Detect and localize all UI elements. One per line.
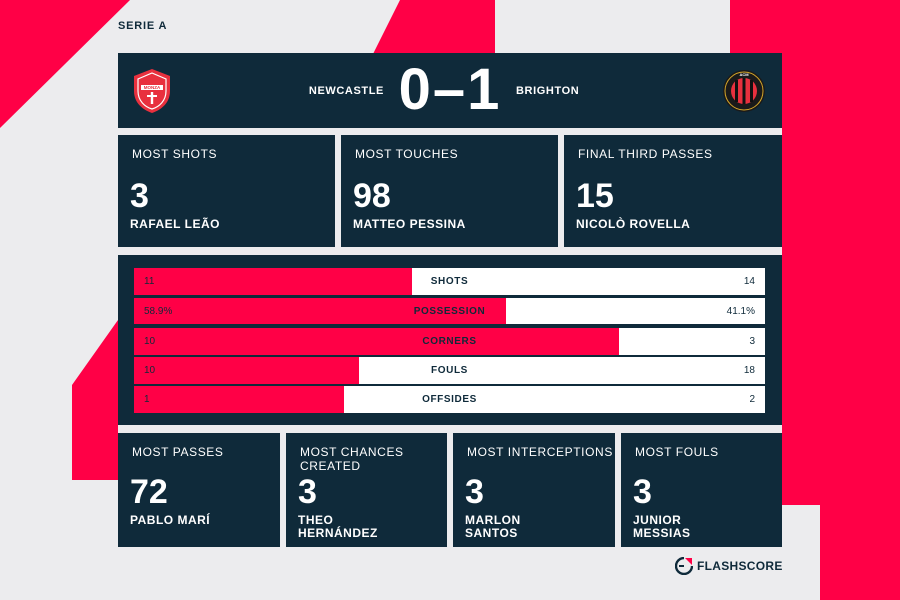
comparison-row-offsides: 1 OFFSIDES 2 [134,386,765,413]
stat-card-player: MARLON SANTOS [465,513,521,540]
stat-card-player: JUNIOR MESSIAS [633,513,691,540]
match-score: 0–1 [398,57,502,122]
stat-card-most-touches: MOST TOUCHES 98 MATTEO PESSINA [341,135,558,247]
stat-card-player: NICOLÒ ROVELLA [576,217,691,231]
comparison-right-value: 3 [749,336,755,347]
stat-card-value: 3 [633,473,652,511]
comparison-left-value: 11 [144,276,155,287]
stat-card-player: MATTEO PESSINA [353,217,466,231]
stat-card-value: 3 [298,473,317,511]
stat-card-value: 3 [130,177,149,215]
comparison-bar-fill [134,386,345,413]
flashscore-brand-name: FLASHSCORE [697,559,783,573]
stat-card-most-fouls: MOST FOULS 3 JUNIOR MESSIAS [621,433,782,547]
stat-card-title: MOST TOUCHES [355,147,459,161]
monza-crest-icon: MONZA [134,69,170,113]
flashscore-logo-icon [675,557,693,575]
comparison-right-value: 2 [749,394,755,405]
comparison-left-value: 58.9% [144,305,173,317]
stat-card-value: 15 [576,177,614,215]
ac-milan-crest-icon: ACM [723,70,765,112]
comparison-label: CORNERS [422,336,477,347]
stat-card-player: RAFAEL LEÃO [130,217,220,231]
stat-card-title: MOST SHOTS [132,147,218,161]
match-header: MONZA NEWCASTLE 0–1 BRIGHTON ACM [118,53,782,128]
comparison-label: FOULS [431,365,468,376]
stat-card-title: MOST CHANCES CREATED [300,445,404,473]
league-label: SERIE A [118,20,168,32]
home-crest-text: MONZA [144,85,161,90]
comparison-bar-fill [134,357,360,384]
stat-card-value: 98 [353,177,391,215]
stat-card-player: THEO HERNÁNDEZ [298,513,378,540]
comparison-bar-fill [134,298,506,324]
stat-card-most-chances-created: MOST CHANCES CREATED 3 THEO HERNÁNDEZ [286,433,447,547]
comparison-row-corners: 10 CORNERS 3 [134,328,765,355]
away-team-name: BRIGHTON [516,85,580,97]
home-team-name: NEWCASTLE [308,85,384,97]
stat-card-title: MOST FOULS [635,445,719,459]
stat-card-final-third-passes: FINAL THIRD PASSES 15 NICOLÒ ROVELLA [564,135,782,247]
comparison-label: SHOTS [430,276,469,287]
comparison-label: POSSESSION [413,305,486,317]
comparison-left-value: 10 [144,365,156,376]
comparison-bar-fill [134,328,620,355]
stat-card-most-passes: MOST PASSES 72 PABLO MARÍ [118,433,280,547]
stat-card-value: 3 [465,473,484,511]
comparison-right-value: 14 [743,276,755,287]
comparison-right-value: 41.1% [726,305,755,317]
comparison-row-shots: 11 SHOTS 14 [134,268,765,295]
comparison-bar-fill [134,268,412,295]
stat-card-player: PABLO MARÍ [130,513,211,527]
stat-card-title: MOST INTERCEPTIONS [467,445,613,459]
stat-card-most-interceptions: MOST INTERCEPTIONS 3 MARLON SANTOS [453,433,615,547]
flashscore-brand: FLASHSCORE [675,556,783,576]
away-crest-text: ACM [739,72,749,77]
stat-card-title: MOST PASSES [132,445,224,459]
comparison-panel: 11 SHOTS 14 58.9% POSSESSION 41.1% 10 CO… [118,255,782,425]
comparison-left-value: 1 [144,394,150,405]
comparison-row-fouls: 10 FOULS 18 [134,357,765,384]
stat-card-value: 72 [130,473,168,511]
stat-card-title: FINAL THIRD PASSES [578,147,713,161]
comparison-right-value: 18 [743,365,755,376]
comparison-label: OFFSIDES [422,394,477,405]
comparison-left-value: 10 [144,336,156,347]
comparison-row-possession: 58.9% POSSESSION 41.1% [134,298,765,324]
stat-card-most-shots: MOST SHOTS 3 RAFAEL LEÃO [118,135,335,247]
